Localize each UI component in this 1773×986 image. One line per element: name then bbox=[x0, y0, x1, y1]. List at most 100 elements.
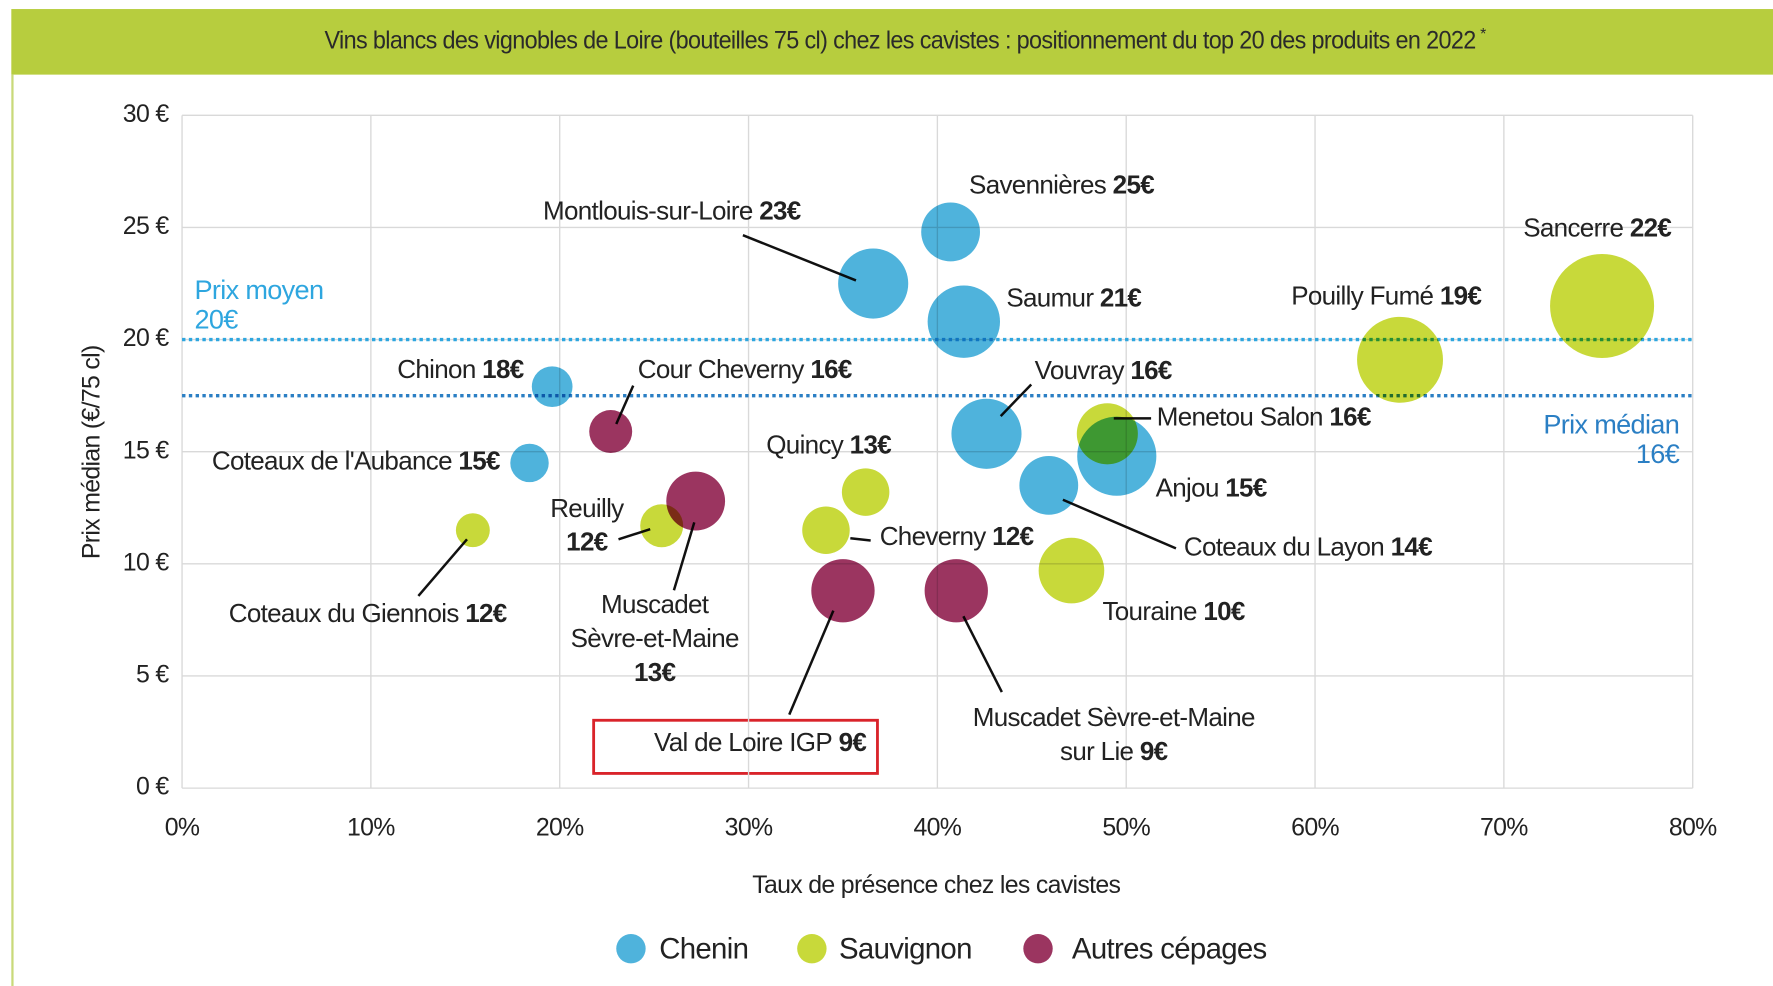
point-label: Muscadet Sèvre-et-Maine bbox=[973, 702, 1255, 732]
value-label: 18€ bbox=[482, 354, 524, 384]
point-label-name: Saumur bbox=[1006, 283, 1094, 313]
bubble bbox=[927, 285, 1001, 358]
bubble bbox=[1357, 316, 1443, 403]
point-label: Quincy 13€ bbox=[766, 430, 891, 460]
value-label: 16€ bbox=[1329, 401, 1371, 431]
value-label: 10€ bbox=[1203, 596, 1245, 626]
point-label-name: Quincy bbox=[766, 430, 844, 460]
bubble bbox=[921, 202, 981, 262]
title-bar bbox=[11, 9, 1773, 75]
value-label: 12€ bbox=[465, 598, 507, 628]
point-label-name: Reuilly bbox=[550, 493, 624, 523]
y-tick-label: 15 € bbox=[123, 436, 170, 464]
bubble bbox=[951, 398, 1022, 469]
value-label: 16€ bbox=[1130, 355, 1172, 385]
point-label-name: sur Lie bbox=[1060, 736, 1134, 766]
value-label: 23€ bbox=[759, 195, 801, 225]
leader-line bbox=[850, 536, 871, 542]
point-label-name: Savennières bbox=[969, 169, 1107, 199]
y-tick-label: 10 € bbox=[123, 548, 170, 576]
legend-swatch bbox=[1023, 933, 1053, 964]
y-tick-label: 25 € bbox=[123, 212, 170, 240]
point-label: Coteaux du Layon 14€ bbox=[1184, 531, 1432, 561]
chart-title: Vins blancs des vignobles de Loire (bout… bbox=[325, 26, 1476, 54]
bubble bbox=[589, 410, 633, 454]
bubble bbox=[802, 506, 850, 554]
point-label: Touraine 10€ bbox=[1102, 596, 1244, 626]
y-tick-label: 5 € bbox=[136, 661, 169, 689]
y-tick-label: 20 € bbox=[123, 324, 170, 352]
point-label: Pouilly Fumé 19€ bbox=[1291, 280, 1481, 310]
point-label-name: Cour Cheverny bbox=[638, 354, 805, 384]
value-label: 12€ bbox=[566, 527, 608, 557]
x-axis-label: Taux de présence chez les cavistes bbox=[752, 871, 1120, 899]
point-label-name: Touraine bbox=[1102, 596, 1197, 626]
y-axis-label: Prix médian (€/75 cl) bbox=[77, 345, 105, 559]
bubble bbox=[811, 559, 875, 623]
point-label-name: Menetou Salon bbox=[1157, 401, 1323, 431]
leader-line bbox=[788, 610, 835, 716]
x-tick-label: 60% bbox=[1291, 813, 1339, 841]
value-label: 13€ bbox=[634, 657, 676, 687]
value-label: 9€ bbox=[839, 727, 867, 757]
value-label: 16€ bbox=[810, 354, 852, 384]
x-tick-label: 30% bbox=[725, 813, 773, 841]
x-tick-label: 80% bbox=[1669, 813, 1717, 841]
point-label-name: Coteaux du Giennois bbox=[229, 598, 460, 628]
point-label-name: Pouilly Fumé bbox=[1291, 280, 1433, 310]
bubble bbox=[531, 366, 573, 408]
bubble bbox=[510, 443, 549, 483]
point-label: Val de Loire IGP 9€ bbox=[654, 727, 866, 757]
legend-label: Sauvignon bbox=[839, 933, 972, 966]
point-label: Sancerre 22€ bbox=[1523, 212, 1671, 242]
point-label: Coteaux de l'Aubance 15€ bbox=[212, 445, 500, 475]
bubble bbox=[924, 559, 988, 623]
point-label-name: Anjou bbox=[1156, 472, 1219, 502]
leader-line bbox=[417, 538, 468, 597]
point-label-name: Vouvray bbox=[1035, 355, 1125, 385]
point-label: Vouvray 16€ bbox=[1035, 355, 1172, 385]
legend-swatch bbox=[797, 933, 827, 964]
point-label: Montlouis-sur-Loire 23€ bbox=[543, 195, 801, 225]
bubble bbox=[838, 248, 909, 319]
x-tick-label: 0% bbox=[165, 813, 200, 841]
point-label-name: Coteaux du Layon bbox=[1184, 531, 1384, 561]
point-label-name: Val de Loire IGP bbox=[654, 727, 832, 757]
value-label: 19€ bbox=[1440, 280, 1482, 310]
value-label: 21€ bbox=[1100, 283, 1142, 313]
title-note: * bbox=[1480, 26, 1486, 43]
value-label: 13€ bbox=[850, 430, 892, 460]
value-label: 22€ bbox=[1630, 212, 1672, 242]
point-label: Menetou Salon 16€ bbox=[1157, 401, 1371, 431]
point-label: Anjou 15€ bbox=[1156, 472, 1267, 502]
legend-label: Autres cépages bbox=[1072, 933, 1267, 966]
point-label: sur Lie 9€ bbox=[1060, 736, 1168, 766]
value-label: 12€ bbox=[992, 521, 1034, 551]
value-label: 15€ bbox=[458, 445, 500, 475]
point-label-name: Muscadet Sèvre-et-Maine bbox=[973, 702, 1255, 732]
bubble bbox=[1038, 537, 1105, 604]
leader-line bbox=[742, 234, 857, 282]
bubble bbox=[1550, 253, 1655, 358]
highlight-box bbox=[592, 718, 879, 775]
value-label: 14€ bbox=[1391, 531, 1433, 561]
point-label: Sèvre-et-Maine bbox=[571, 623, 739, 653]
point-label-name: Montlouis-sur-Loire bbox=[543, 195, 753, 225]
point-label: Chinon 18€ bbox=[397, 354, 523, 384]
reference-label: 20€ bbox=[194, 303, 238, 334]
bubble bbox=[1019, 455, 1079, 515]
point-label-name: Sèvre-et-Maine bbox=[571, 623, 739, 653]
leader-line bbox=[1062, 498, 1177, 550]
leader-line bbox=[672, 522, 696, 591]
legend-swatch bbox=[616, 933, 646, 964]
point-label-name: Sancerre bbox=[1523, 212, 1623, 242]
point-label: Cheverny 12€ bbox=[880, 521, 1034, 551]
point-label: Coteaux du Giennois 12€ bbox=[229, 598, 507, 628]
bubble bbox=[841, 468, 890, 516]
reference-label: 16€ bbox=[1636, 438, 1680, 469]
reference-label: Prix moyen bbox=[194, 274, 323, 305]
point-label-name: Chinon bbox=[397, 354, 475, 384]
x-tick-label: 70% bbox=[1480, 813, 1528, 841]
leader-line bbox=[962, 615, 1003, 693]
